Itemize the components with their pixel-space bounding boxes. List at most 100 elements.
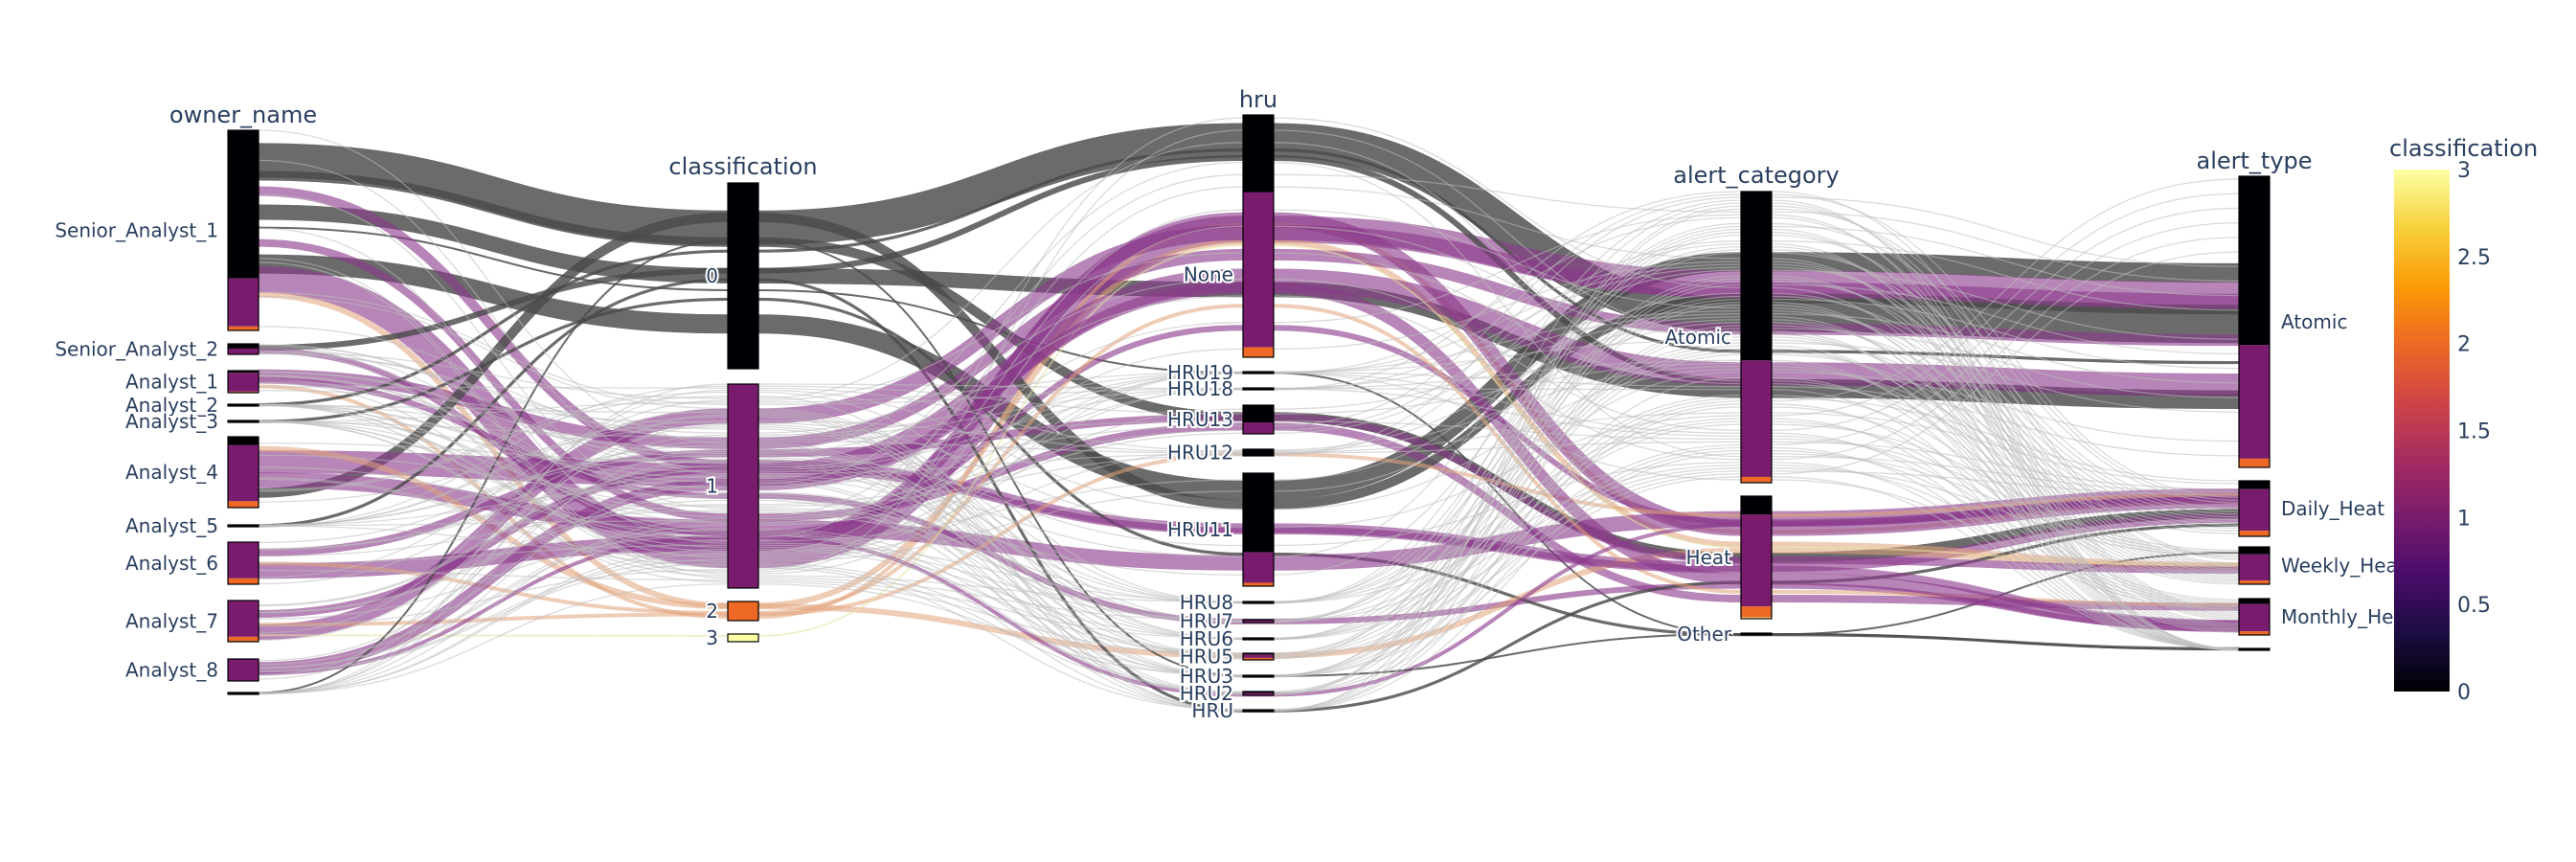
category-segment [1243,115,1274,192]
category-bars-layer [227,114,2271,713]
category-segment [228,437,259,445]
category-bar[interactable] [1242,691,1275,696]
category-outline [727,633,759,643]
ribbon-thin [258,348,2240,640]
category-bar[interactable] [227,403,260,407]
category-segment [1243,372,1274,374]
category-label: HRU8 [1180,591,1233,614]
colorbar-tick-label: 0 [2457,681,2471,705]
colorbar-title: classification [2389,135,2538,162]
category-bar[interactable] [227,370,260,394]
category-label: Analyst_7 [125,610,218,633]
category-bar[interactable] [227,524,260,528]
category-bar[interactable] [727,182,759,370]
category-segment [2239,176,2270,346]
category-segment [1243,675,1274,677]
category-bar[interactable] [1242,674,1275,678]
category-bar[interactable] [227,692,260,695]
dimension-title[interactable]: hru [1239,86,1277,113]
category-bar[interactable] [2238,647,2271,651]
category-bar[interactable] [227,420,260,423]
category-bar[interactable] [1242,709,1275,713]
ribbon-thin [258,258,2240,575]
colorbar-tick-label: 2.5 [2457,246,2491,270]
category-bar[interactable] [2238,598,2271,636]
category-segment [2239,531,2270,536]
dimension-title[interactable]: alert_type [2196,147,2312,174]
dimension-title[interactable]: owner_name [169,102,317,128]
category-bar[interactable] [1740,632,1773,636]
ribbon-thin [258,298,2240,621]
category-label: 3 [706,626,718,649]
category-bar[interactable] [1242,619,1275,624]
category-bar[interactable] [1242,448,1275,457]
category-bar[interactable] [1242,371,1275,374]
category-label: Other [1677,623,1732,646]
category-bar[interactable] [227,436,260,509]
category-outline [227,658,260,682]
category-bar[interactable] [1242,114,1275,193]
category-bar[interactable] [1740,495,1773,620]
category-bar[interactable] [1242,601,1275,604]
category-segment [228,501,259,508]
category-label: HRU5 [1180,646,1233,669]
category-segment [1243,657,1274,660]
ribbon [258,239,2240,694]
category-bar[interactable] [227,129,260,331]
category-outline [227,600,260,643]
category-label: Senior_Analyst_1 [55,219,218,242]
category-label: HRU19 [1167,361,1233,384]
category-segment [228,692,259,694]
category-bar[interactable] [227,658,260,682]
category-outline [727,383,759,589]
category-outline [1242,691,1275,696]
category-segment [1243,710,1274,712]
category-bar[interactable] [2238,480,2271,537]
category-segment [228,326,259,330]
category-bar[interactable] [727,633,759,643]
category-segment [1243,192,1274,348]
category-outline [1242,448,1275,457]
category-outline [2238,598,2271,636]
category-segment [228,601,259,637]
category-segment [1741,617,1772,619]
category-outline [1242,601,1275,604]
category-bar[interactable] [227,541,260,585]
category-bar[interactable] [727,601,759,622]
category-label: None [1184,263,1233,286]
category-bar[interactable] [1242,387,1275,391]
category-bar[interactable] [1242,652,1275,661]
ribbon-thin [258,281,2240,692]
category-bar[interactable] [227,600,260,643]
category-bar[interactable] [1242,404,1275,435]
category-segment [228,373,259,392]
category-segment [228,542,259,578]
category-outline [227,692,260,695]
category-segment [1243,473,1274,553]
category-label: Senior_Analyst_2 [55,338,218,361]
category-bar[interactable] [1740,191,1773,484]
category-segment [228,130,259,279]
category-bar[interactable] [1242,637,1275,641]
category-segment [1243,449,1274,456]
category-segment [2239,458,2270,467]
category-outline [2238,647,2271,651]
category-bar[interactable] [2238,175,2271,468]
category-segment [2239,603,2270,632]
category-segment [1243,692,1274,695]
category-outline [1242,637,1275,641]
category-bar[interactable] [2238,546,2271,585]
category-bar[interactable] [1242,472,1275,587]
category-segment [2239,631,2270,635]
dimension-title[interactable]: classification [668,153,817,180]
category-segment [228,525,259,527]
category-segment [1243,638,1274,640]
category-bar[interactable] [227,343,260,355]
category-bar[interactable] [1242,191,1275,358]
category-label: HRU [1191,699,1233,722]
category-bar[interactable] [727,383,759,589]
dimension-title[interactable]: alert_category [1673,162,1839,189]
category-segment [1243,654,1274,658]
category-segment [2239,488,2270,532]
category-label: HRU7 [1180,610,1233,633]
